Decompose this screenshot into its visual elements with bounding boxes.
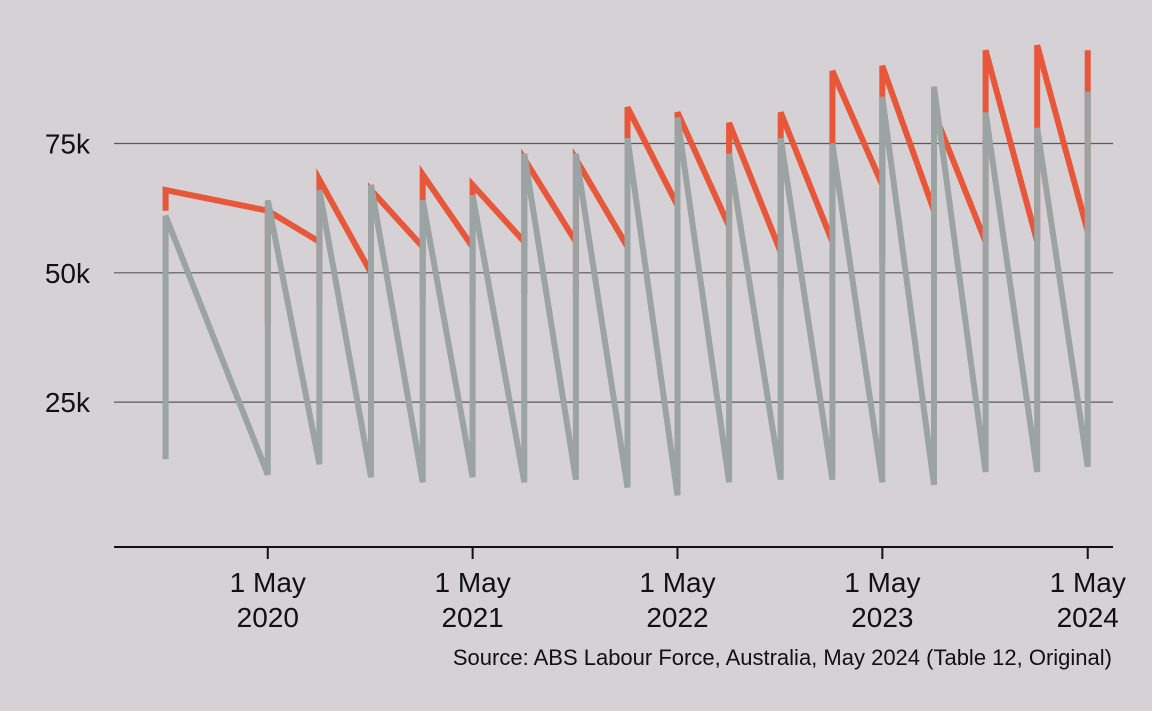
source-note: Source: ABS Labour Force, Australia, May… (452, 645, 1112, 670)
x-tick-label-line2: 2023 (851, 602, 913, 633)
x-tick-label-line2: 2024 (1057, 602, 1119, 633)
y-tick-label: 25k (45, 387, 91, 418)
x-tick-label-line1: 1 May (639, 567, 715, 598)
series-group (162, 44, 1091, 496)
x-tick-label-line1: 1 May (844, 567, 920, 598)
x-tick-label-line2: 2020 (237, 602, 299, 633)
x-tick-label-line1: 1 May (1050, 567, 1126, 598)
x-tick-label-line2: 2022 (646, 602, 708, 633)
x-tick-label-line1: 1 May (435, 567, 511, 598)
y-tick-label: 50k (45, 258, 91, 289)
series-line-1 (162, 86, 1091, 496)
y-tick-label: 75k (45, 128, 91, 159)
x-tick-label-line2: 2021 (441, 602, 503, 633)
axes: 25k 50k 75k 1 May 2020 1 May 2021 1 May 2022 1 Ma… (45, 128, 1126, 633)
x-tick-label-line1: 1 May (230, 567, 306, 598)
